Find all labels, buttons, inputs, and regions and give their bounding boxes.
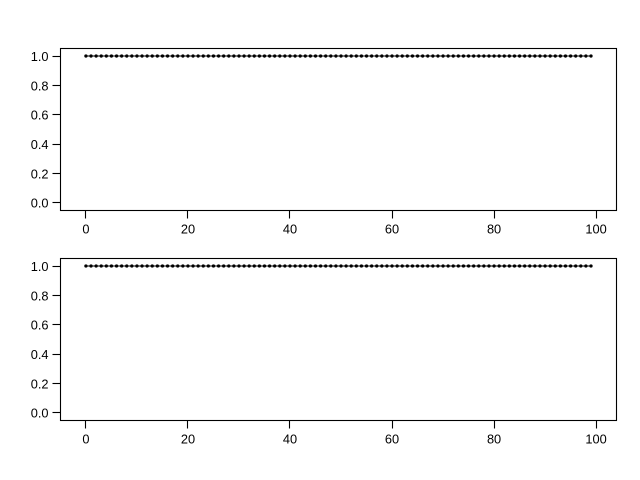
- svg-text:1.0: 1.0: [31, 49, 49, 64]
- svg-text:0.2: 0.2: [31, 376, 49, 391]
- svg-text:0: 0: [82, 222, 89, 237]
- svg-text:0.6: 0.6: [31, 108, 49, 123]
- svg-text:1.0: 1.0: [31, 259, 49, 274]
- svg-text:40: 40: [283, 432, 297, 447]
- svg-text:60: 60: [385, 222, 399, 237]
- svg-text:100: 100: [585, 432, 606, 447]
- svg-text:0.0: 0.0: [31, 406, 49, 421]
- svg-text:0.8: 0.8: [31, 78, 49, 93]
- svg-text:20: 20: [181, 222, 195, 237]
- svg-text:0.4: 0.4: [31, 137, 49, 152]
- svg-text:0: 0: [82, 432, 89, 447]
- svg-text:0.4: 0.4: [31, 347, 49, 362]
- svg-text:80: 80: [487, 222, 501, 237]
- svg-text:0.8: 0.8: [31, 288, 49, 303]
- svg-text:80: 80: [487, 432, 501, 447]
- svg-text:0.2: 0.2: [31, 166, 49, 181]
- svg-text:100: 100: [585, 222, 606, 237]
- svg-text:40: 40: [283, 222, 297, 237]
- svg-text:0.0: 0.0: [31, 196, 49, 211]
- svg-text:20: 20: [181, 432, 195, 447]
- svg-text:60: 60: [385, 432, 399, 447]
- svg-text:0.6: 0.6: [31, 318, 49, 333]
